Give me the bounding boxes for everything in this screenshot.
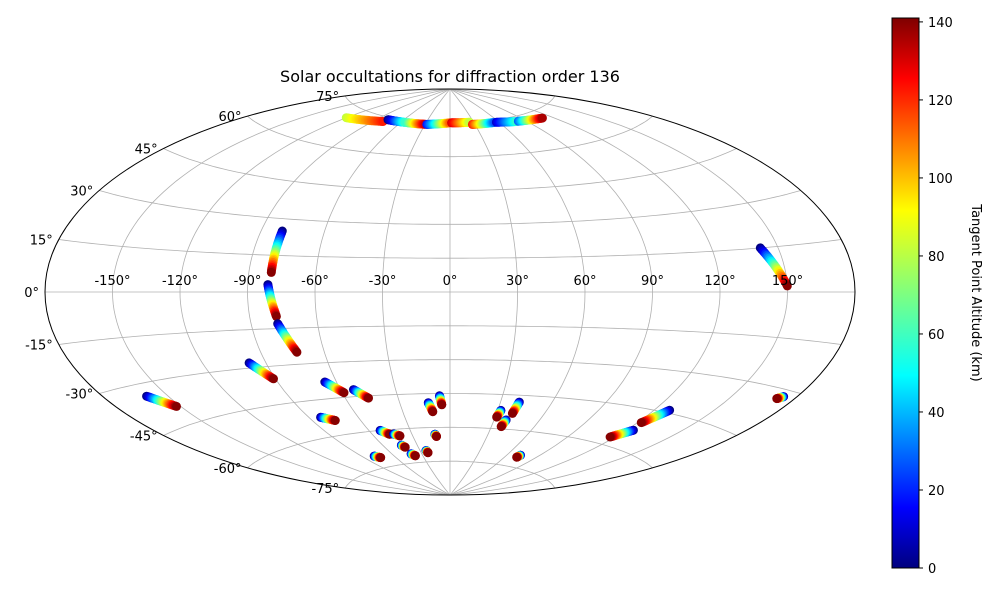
lat-tick-label: 45° [135,142,158,157]
data-point [432,432,441,441]
meridian-line [247,89,451,495]
data-point [269,374,278,384]
colorbar-tick-label: 0 [928,562,936,577]
lon-tick-label: 60° [573,274,596,289]
lat-tick-label: 60° [218,110,241,125]
data-point [605,432,615,442]
data-point [437,400,447,410]
meridian-line [449,89,586,495]
colorbar-tick-label: 140 [928,16,953,31]
data-point [782,281,792,291]
map-area: -150° -120° -90° -60° -30° 0° 30° 60° 90° 120° 150… [24,88,856,497]
chart-title: Solar occultations for diffraction order… [280,67,620,86]
lat-tick-label: -60° [214,462,242,477]
data-point [400,442,410,452]
lat-tick-label: 30° [70,185,93,200]
colorbar-tick-label: 40 [928,406,945,421]
colorbar-ticks: 0 20 40 60 80 100 120 140 [919,16,953,577]
meridian-line [382,89,451,495]
lat-tick-label: 0° [24,286,39,301]
data-point [507,408,517,418]
meridian-line [449,89,721,495]
colorbar: 0 20 40 60 80 100 120 140 Tangent Point Altitud… [891,16,983,577]
lon-tick-label: 150° [772,274,803,289]
lat-tick-label: -75° [311,482,339,497]
colorbar-tick-label: 60 [928,328,945,343]
data-point [423,448,433,458]
meridian-line [314,89,451,495]
longitude-tick-labels: -150° -120° -90° -60° -30° 0° 30° 60° 90° 120° 150… [94,274,803,289]
data-point [772,394,782,404]
data-point [292,347,302,357]
lon-tick-label: 120° [704,274,735,289]
lon-tick-label: 0° [443,274,458,289]
colorbar-tick-label: 120 [928,94,953,109]
lon-tick-label: -120° [162,274,198,289]
lon-tick-label: -90° [234,274,262,289]
lon-tick-label: 90° [641,274,664,289]
meridian-line [449,89,653,495]
meridian-line [449,89,518,495]
data-point [512,452,522,462]
data-point [330,416,340,425]
lon-tick-label: -150° [94,274,130,289]
data-point [376,453,386,463]
data-point [395,431,405,441]
meridian-line [179,89,451,495]
occultation-points [142,113,792,463]
lat-tick-label: 15° [30,233,53,248]
lat-tick-label: -45° [130,430,158,445]
colorbar-tick-label: 100 [928,172,953,187]
data-point [172,401,181,411]
latitude-tick-labels: -75° -60° -45° -30° -15° 0° 15° 30° 45° 60° 75° [24,90,339,497]
data-point [636,418,646,428]
lat-tick-label: -30° [66,388,94,403]
colorbar-tick-label: 80 [928,250,945,265]
data-point [271,311,281,321]
meridian-line [449,89,788,495]
data-point [496,422,506,432]
data-point [339,388,349,398]
data-point [492,412,502,422]
colorbar-gradient [891,17,920,569]
map-boundary [44,88,856,496]
lon-tick-label: 30° [506,274,529,289]
graticule [45,89,855,495]
colorbar-label: Tangent Point Altitude (km) [968,203,983,381]
data-point [537,113,547,123]
data-point [428,407,438,417]
meridian-line [112,89,451,495]
data-point [410,451,420,461]
lat-tick-label: -15° [25,339,53,354]
data-point [266,267,276,277]
lon-tick-label: -30° [369,274,397,289]
data-point [364,393,373,403]
lon-tick-label: -60° [301,274,329,289]
colorbar-tick-label: 20 [928,484,945,499]
lat-tick-label: 75° [316,90,339,105]
